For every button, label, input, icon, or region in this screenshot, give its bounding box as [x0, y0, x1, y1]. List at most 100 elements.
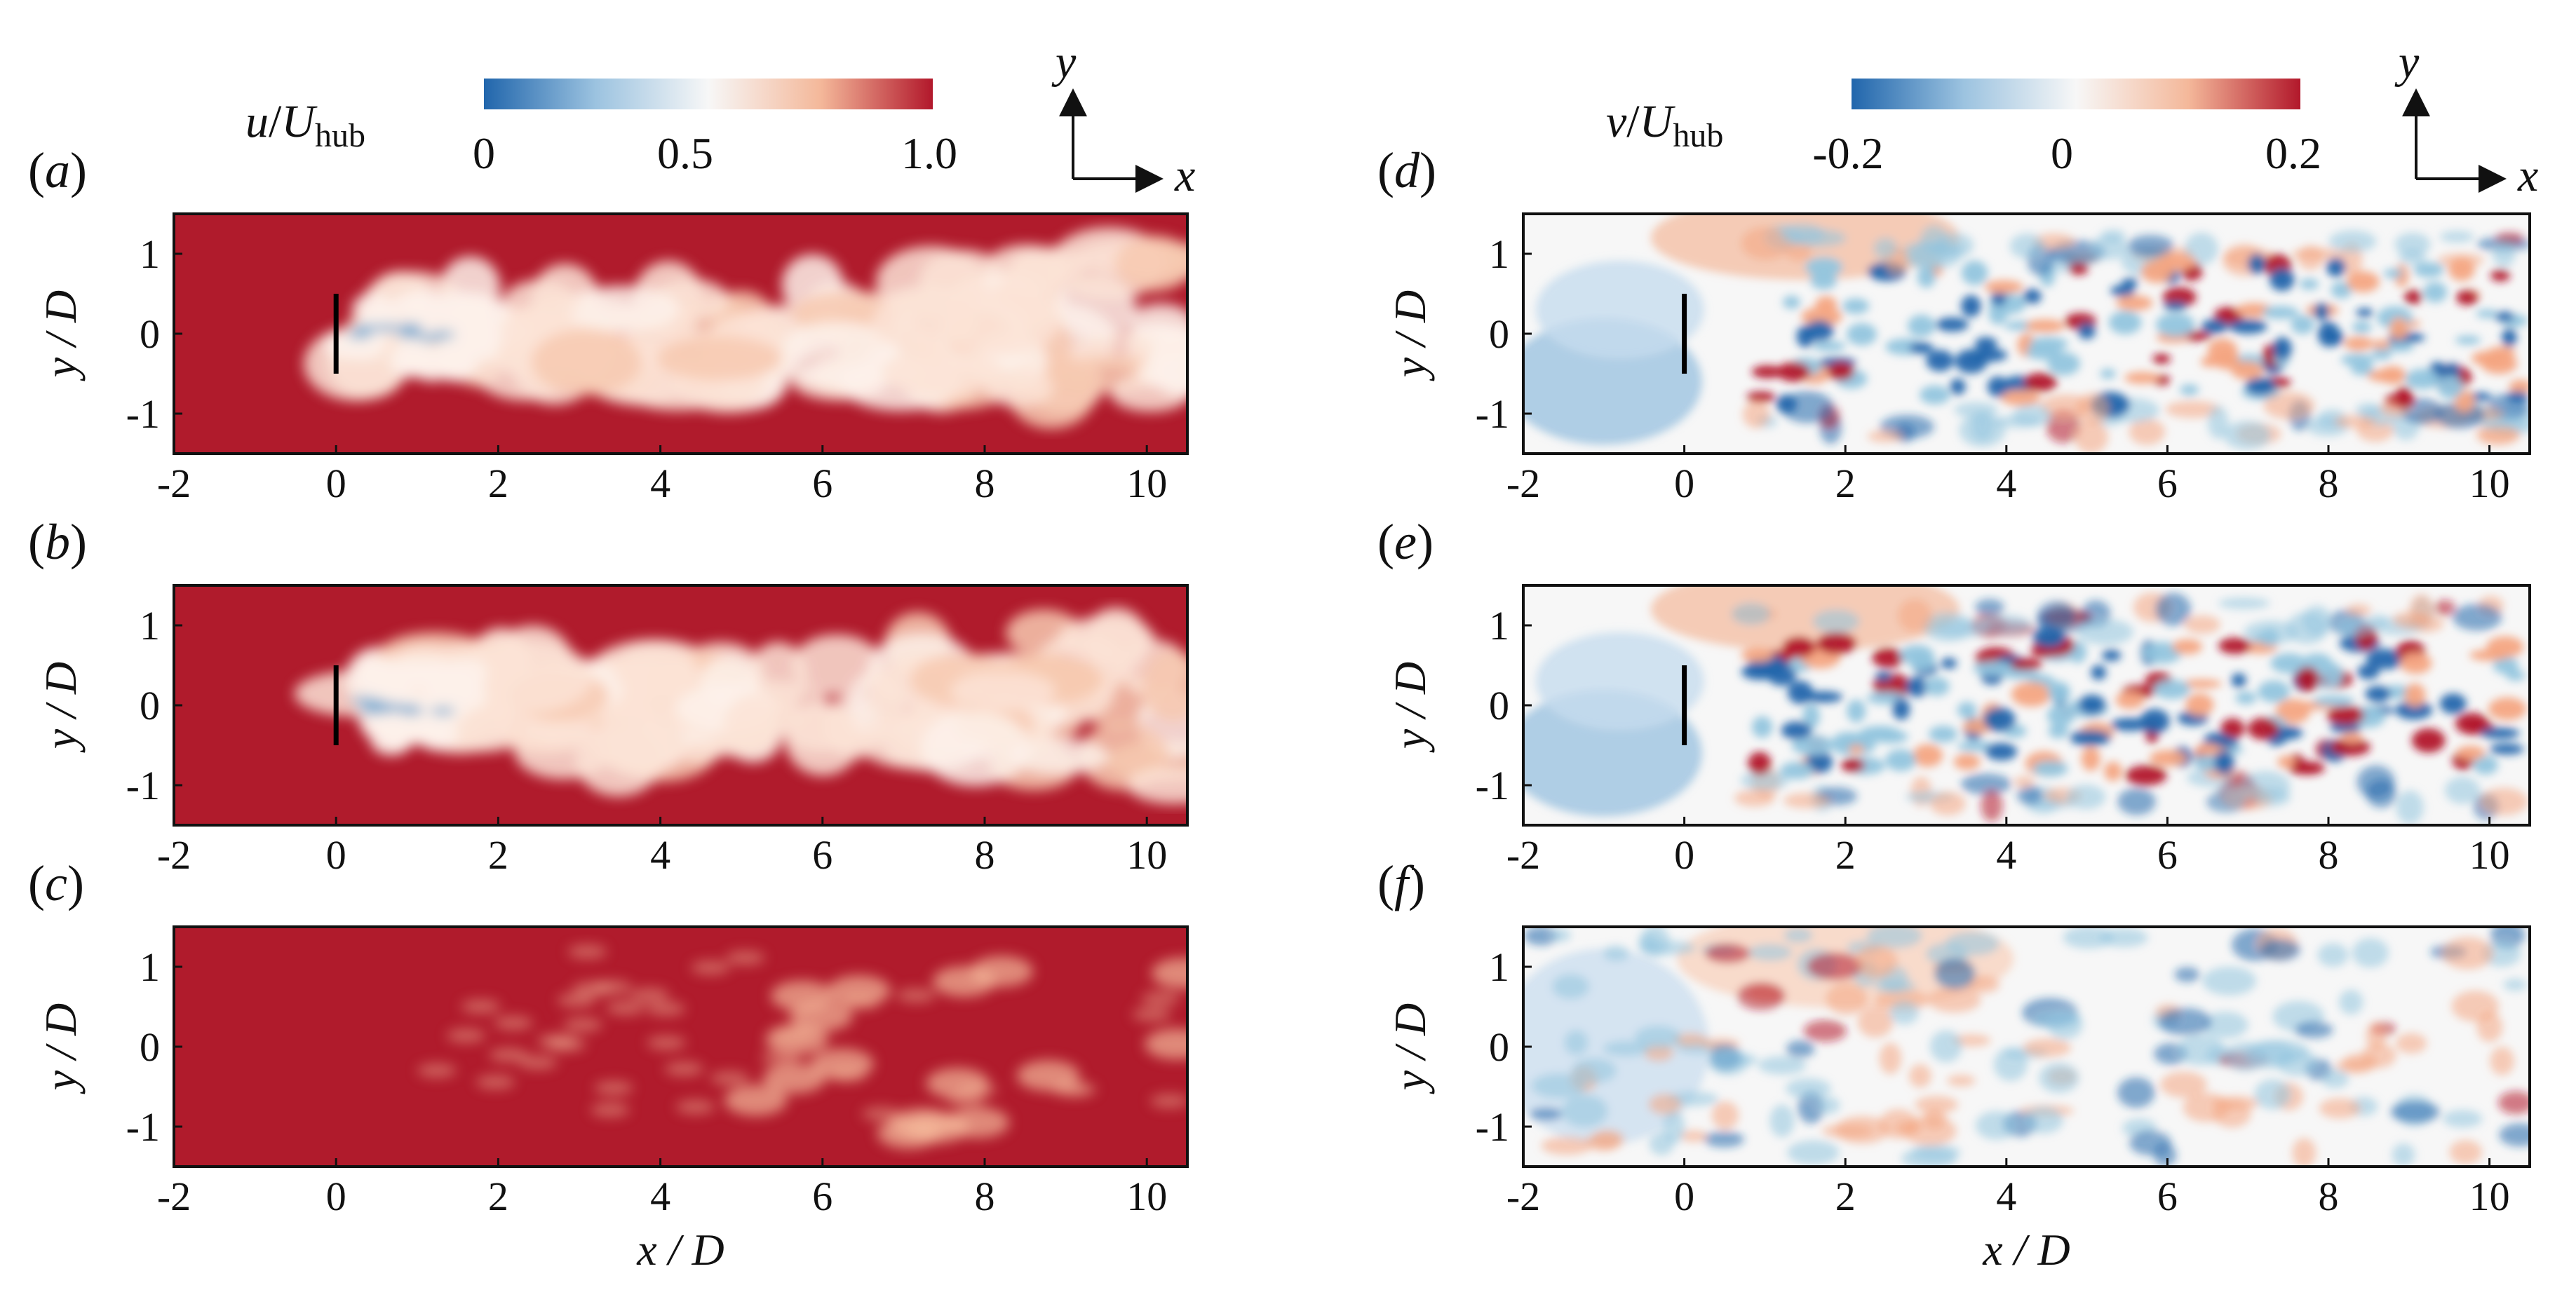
vortex-blob — [2139, 709, 2170, 734]
vortex-blob — [2331, 281, 2352, 299]
inflow-blob — [691, 960, 731, 975]
vortex-blob — [2117, 787, 2156, 815]
vortex-blob — [2502, 328, 2517, 347]
vortex-blob — [1705, 943, 1751, 964]
heatmap-field — [1523, 585, 2530, 825]
inflow-blob — [1132, 1007, 1172, 1022]
vortex-blob — [1803, 1019, 1847, 1042]
vortex-blob — [2503, 979, 2527, 991]
vortex-blob — [2253, 1040, 2309, 1065]
inflow-blob — [591, 1103, 630, 1118]
vortex-blob — [2471, 351, 2509, 366]
flow-structures — [294, 607, 1187, 804]
x-tick-label: 6 — [2157, 1174, 2178, 1219]
vortex-blob — [2507, 391, 2529, 402]
vortex-blob — [2321, 1069, 2349, 1089]
heatmap-field — [174, 585, 1187, 825]
x-tick-label: -2 — [157, 461, 191, 506]
vortex-blob — [2490, 269, 2511, 282]
vortex-blob — [2184, 615, 2220, 634]
y-tick-label: 0 — [140, 1024, 160, 1070]
vortex-blob — [1541, 1136, 1593, 1155]
x-tick-label: 6 — [812, 461, 832, 506]
vortex-blob — [2476, 309, 2498, 318]
x-tick-label: 2 — [488, 461, 508, 506]
vortex-blob — [1859, 726, 1901, 741]
direction-indicator-right: y x — [2394, 36, 2538, 201]
vortex-blob — [2110, 285, 2136, 297]
vortex-blob — [2258, 680, 2291, 703]
vortex-blob — [2223, 421, 2271, 450]
vortex-blob — [1936, 317, 1969, 332]
vortex-blob — [2046, 409, 2081, 443]
vortex-blob — [2101, 649, 2122, 662]
vortex-blob — [1981, 789, 2003, 822]
vortex-blob — [1816, 1096, 1840, 1114]
vortex-blob — [1929, 243, 1965, 254]
colorbar-u-title: u/Uhub — [245, 96, 365, 154]
vortex-blob — [2074, 421, 2108, 454]
vortex-blob — [2297, 245, 2324, 271]
vortex-blob — [1786, 1078, 1831, 1099]
flow-structures — [417, 944, 1187, 1149]
vortex-blob — [1978, 615, 2032, 634]
wake-blob — [950, 671, 1056, 711]
wake-blob — [1115, 235, 1187, 292]
vortex-blob — [1842, 298, 1870, 314]
vortex-blob — [1975, 1110, 2018, 1140]
vortex-blob — [2455, 290, 2479, 306]
heatmap-field — [174, 927, 1187, 1167]
heatmap-field — [1523, 927, 2530, 1167]
y-tick-label: 0 — [140, 311, 160, 357]
vortex-blob — [2269, 268, 2295, 292]
vortex-blob — [2493, 656, 2519, 674]
vortex-blob — [2405, 368, 2440, 390]
vortex-blob — [2366, 779, 2397, 808]
vortex-blob — [2160, 1071, 2207, 1098]
vortex-blob — [2247, 717, 2279, 740]
wake-blob — [1142, 650, 1187, 723]
vortex-blob — [1711, 1101, 1739, 1129]
x-tick-label: 10 — [2469, 1174, 2510, 1219]
vortex-blob — [2497, 1091, 2530, 1115]
vortex-blob — [2117, 1077, 2155, 1108]
colorbar-v-title: v/Uhub — [1606, 96, 1723, 154]
vortex-blob — [2338, 989, 2363, 1015]
vortex-blob — [2213, 350, 2240, 370]
vortex-blob — [2341, 732, 2363, 743]
vortex-blob — [2228, 319, 2267, 334]
wake-blob — [593, 707, 685, 777]
vortex-blob — [1812, 609, 1860, 634]
x-tick-label: 4 — [650, 832, 670, 878]
vortex-blob — [2494, 311, 2515, 322]
vortex-blob — [2394, 232, 2431, 257]
vortex-blob — [2081, 746, 2100, 771]
y-tick-label: -1 — [126, 1104, 160, 1150]
x-tick-label: 2 — [488, 832, 508, 878]
vortex-blob — [1758, 1056, 1807, 1075]
hub-blob — [358, 706, 384, 715]
vortex-blob — [1552, 974, 1590, 999]
vortex-blob — [2346, 271, 2380, 293]
x-tick-label: 8 — [975, 1174, 995, 1219]
vortex-blob — [2403, 290, 2422, 305]
vortex-blob — [2270, 653, 2308, 674]
vortex-blob — [2272, 337, 2292, 360]
vortex-blob — [1934, 958, 1976, 990]
colorbar-v-gradient — [1852, 79, 2300, 109]
vortex-blob — [1791, 229, 1847, 247]
vortex-blob — [2010, 658, 2043, 671]
vortex-blob — [1920, 385, 1950, 405]
vortex-blob — [1708, 1048, 1748, 1075]
vortex-blob — [2335, 617, 2375, 637]
vortex-blob — [2334, 415, 2375, 428]
inflow-blob — [446, 1028, 486, 1043]
vortex-blob — [2400, 652, 2432, 674]
x-tick-label: 6 — [812, 832, 832, 878]
vortex-blob — [1975, 599, 2004, 616]
vortex-blob — [1734, 789, 1775, 807]
